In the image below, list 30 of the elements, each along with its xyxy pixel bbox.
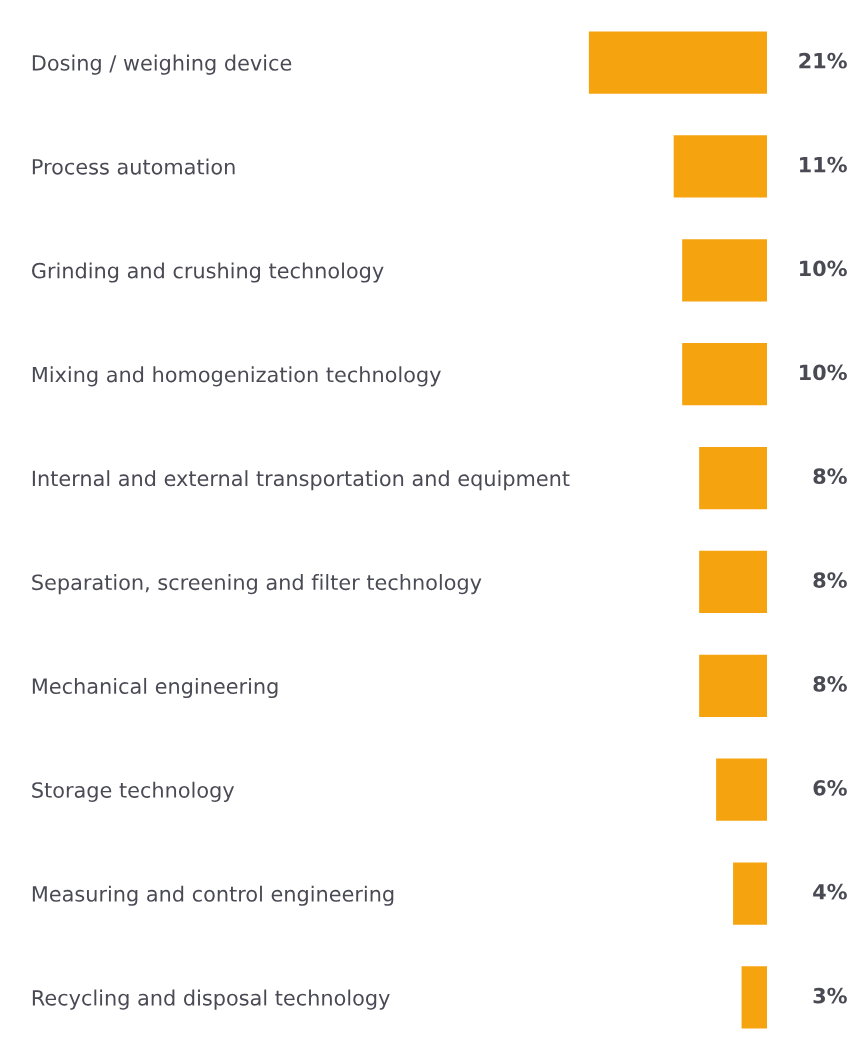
bar <box>673 135 767 198</box>
y-tick-label: Mixing and homogenization technology <box>32 366 441 387</box>
y-tick-label: Storage technology <box>32 781 235 802</box>
data-label: 10% <box>800 260 847 277</box>
bar <box>733 862 767 925</box>
y-tick-label: Grinding and crushing technology <box>32 262 384 283</box>
bar <box>699 654 767 717</box>
data-label: 3% <box>813 987 847 1004</box>
data-label: 21% <box>799 52 847 69</box>
bar <box>741 966 767 1029</box>
bar <box>716 758 767 821</box>
data-label: 6% <box>813 779 847 796</box>
y-tick-label: Recycling and disposal technology <box>32 989 390 1010</box>
y-tick-label: Measuring and control engineering <box>32 885 394 906</box>
bar <box>699 446 767 510</box>
y-tick-label: Process automation <box>32 158 235 175</box>
y-tick-label: Mechanical engineering <box>32 677 278 699</box>
y-tick-label: Dosing / weighing device <box>32 54 292 75</box>
data-label: 8% <box>813 676 847 692</box>
bar <box>682 239 767 302</box>
y-tick-label: Internal and external transportation and equipment <box>32 470 570 491</box>
y-tick-label: Separation, screening and filter technology <box>32 574 482 595</box>
bar <box>699 550 767 614</box>
data-label: 10% <box>800 364 847 381</box>
bar <box>588 31 767 94</box>
data-label: 8% <box>813 468 847 485</box>
data-label: 4% <box>813 883 847 900</box>
data-label: 11% <box>800 156 847 173</box>
bar <box>682 343 767 406</box>
data-label: 8% <box>813 572 847 588</box>
